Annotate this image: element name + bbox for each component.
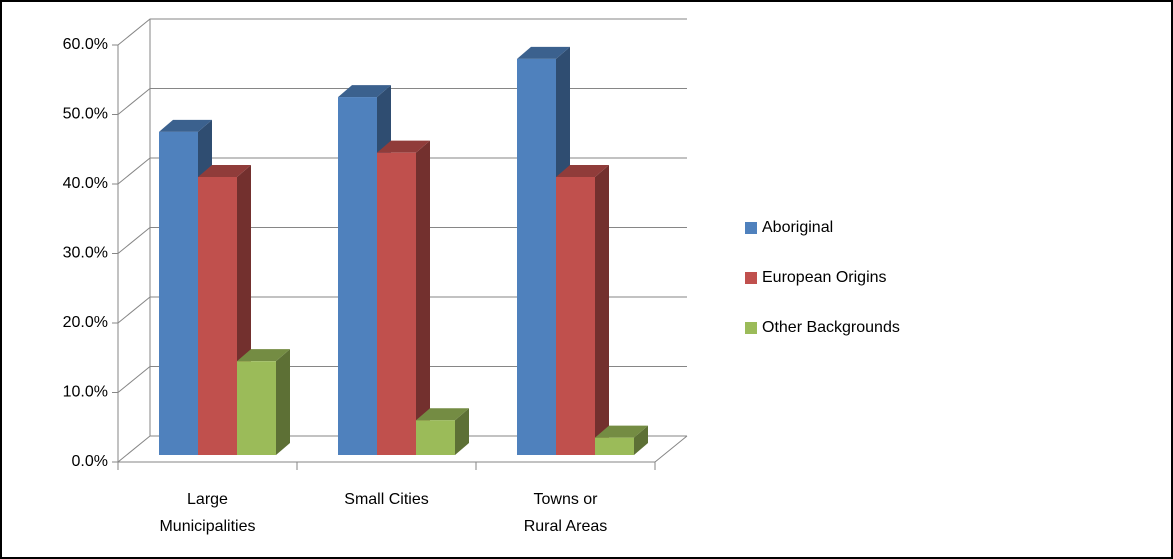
bar-top — [377, 140, 430, 153]
bar-top — [556, 165, 609, 177]
legend-label: European Origins — [762, 269, 887, 286]
bar — [338, 97, 377, 455]
bar-top — [237, 349, 290, 362]
y-tick-label: 60.0% — [63, 36, 108, 53]
y-tick-label: 30.0% — [63, 245, 108, 262]
y-tick-label: 50.0% — [63, 106, 108, 123]
bar-side — [416, 140, 430, 456]
bar-top — [416, 408, 469, 421]
legend-swatch — [745, 222, 757, 234]
bar — [159, 131, 198, 455]
bar — [517, 58, 556, 455]
y-tick-label: 20.0% — [63, 314, 108, 331]
x-tick-label: Towns or Rural Areas — [523, 491, 608, 535]
bar-top — [198, 165, 251, 177]
y-tick-label: 10.0% — [63, 384, 108, 401]
y-tick-label: 0.0% — [72, 453, 108, 470]
bar — [198, 177, 237, 455]
bar-side — [276, 349, 290, 455]
bar-side — [595, 165, 609, 455]
legend-label: Other Backgrounds — [762, 319, 900, 336]
x-tick-label: Large Municipalities — [159, 491, 256, 535]
bar-side — [455, 408, 469, 455]
x-tick-label: Small Cities — [344, 491, 429, 508]
bar — [377, 152, 416, 456]
bar — [416, 420, 455, 455]
bar — [556, 177, 595, 455]
bar-top — [159, 119, 212, 132]
legend-label: Aboriginal — [762, 219, 833, 236]
y-tick-label: 40.0% — [63, 175, 108, 192]
bar — [595, 437, 634, 455]
bar-side — [634, 425, 648, 455]
bar — [237, 361, 276, 455]
legend-swatch — [745, 272, 757, 284]
legend-swatch — [745, 322, 757, 334]
bar-top — [595, 425, 648, 438]
bar-top — [338, 85, 391, 98]
bar-top — [517, 46, 570, 59]
